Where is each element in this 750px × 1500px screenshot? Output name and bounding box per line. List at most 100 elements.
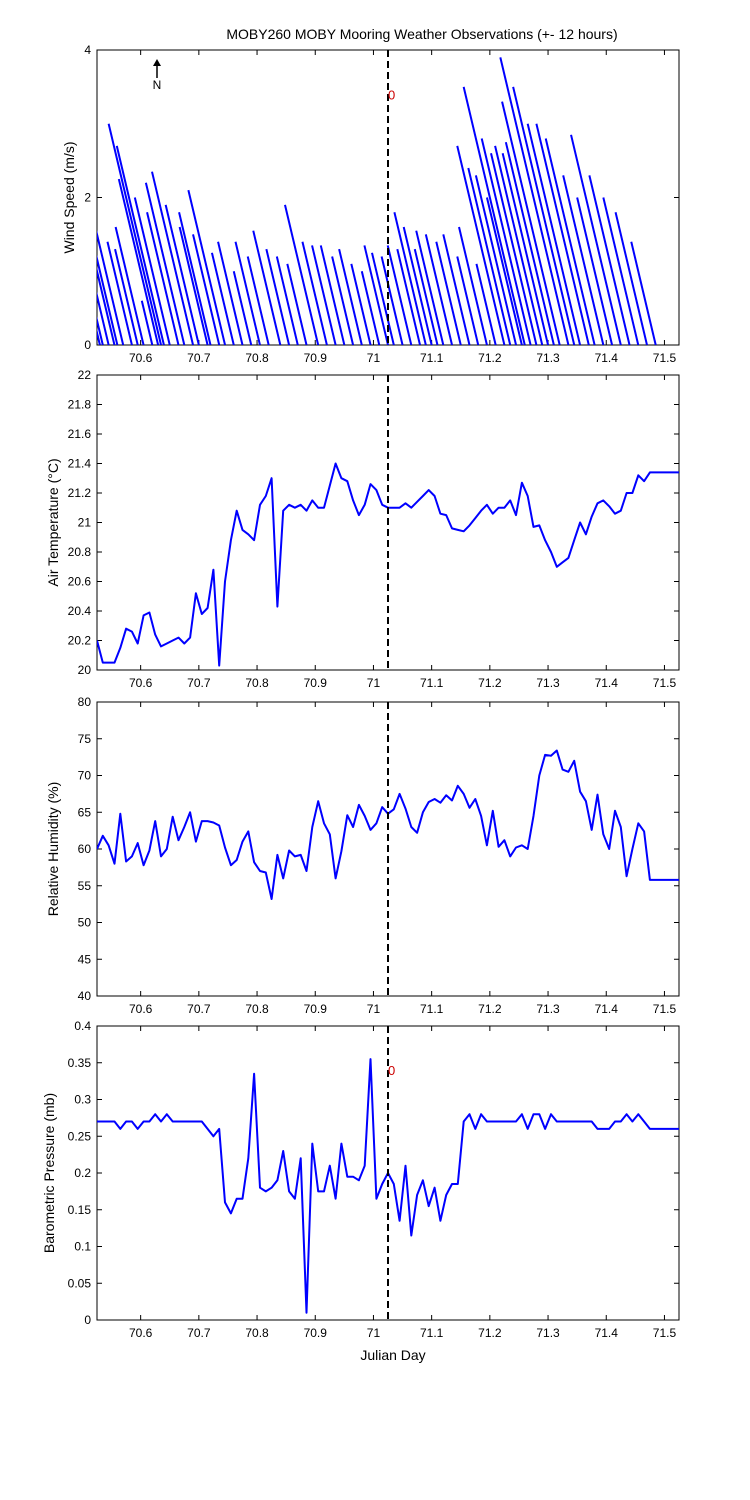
wind-vector-stick [97,230,125,345]
wind-speed-y-axis-label: Wind Speed (m/s) [61,141,77,253]
barometric-pressure-x-tick-label: 70.8 [245,1326,269,1340]
wind-vector-stick [210,252,235,345]
barometric-pressure-y-tick-label: 0.4 [74,1019,91,1033]
wind-vector-stick [494,145,544,345]
x-axis-label: Julian Day [360,1347,425,1363]
air-temperature-y-tick-label: 20 [78,663,92,677]
relative-humidity-y-tick-label: 60 [78,842,92,856]
air-temperature-x-tick-label: 71.3 [536,676,560,690]
relative-humidity-y-tick-label: 40 [78,989,92,1003]
panel-air-temperature: 70.6 70.7 70.8 70.9 71 71.1 71.2 71.3 71.4 71.5 20… [45,368,680,690]
wind-vector-stick [97,291,110,345]
wind-vector-stick [504,141,555,345]
panel-wind-speed: N 70.6 70.7 70.8 70.9 71 71.1 71.2 71.3 71.4 71.5… [61,43,680,365]
wind-speed-y-tick-label: 2 [84,191,91,205]
barometric-pressure-y-tick-label: 0.3 [74,1093,91,1107]
wind-vector-stick [614,212,648,345]
wind-vector-stick [232,271,253,345]
barometric-pressure-y-tick-label: 0.25 [68,1129,92,1143]
wind-speed-x-tick-label: 70.9 [304,351,328,365]
relative-humidity-y-tick-label: 80 [78,695,92,709]
air-temperature-y-tick-label: 20.8 [68,545,92,559]
air-temperature-y-tick-label: 21.8 [68,398,92,412]
wind-vector-stick [117,178,160,345]
barometric-pressure-y-tick-label: 0.35 [68,1056,92,1070]
air-temperature-y-tick-label: 21 [78,516,92,530]
wind-vector-stick [474,175,518,345]
relative-humidity-y-axis-label: Relative Humidity (%) [45,782,61,917]
wind-vector-stick [114,226,145,345]
wind-vector-stick [371,252,395,345]
wind-vector-stick [360,271,381,345]
wind-vector-stick [402,226,433,345]
wind-vector-stick [164,204,200,345]
wind-speed-x-tick-label: 70.6 [129,351,153,365]
barometric-pressure-x-tick-label: 71.4 [595,1326,619,1340]
relative-humidity-x-tick-label: 71.5 [653,1002,677,1016]
wind-vector-stick [458,226,488,345]
wind-vector-stick [415,230,445,345]
wind-vector-stick [275,256,299,345]
wind-vector-stick [456,256,480,345]
wind-speed-x-tick-label: 71.3 [536,351,560,365]
figure-title: MOBY260 MOBY Mooring Weather Observation… [226,26,617,42]
wind-vector-stick [265,248,291,345]
wind-vector-stick [442,234,471,345]
relative-humidity-x-tick-label: 70.6 [129,1002,153,1016]
air-temperature-x-tick-label: 71.2 [478,676,502,690]
barometric-pressure-x-tick-label: 70.7 [187,1326,211,1340]
wind-vector-stick [107,123,162,345]
air-temperature-y-tick-label: 21.2 [68,486,92,500]
wind-vector-stick [485,197,523,345]
air-temperature-x-tick-label: 71.5 [653,676,677,690]
wind-vector-stick [570,134,622,345]
air-temperature-y-tick-label: 20.6 [68,575,92,589]
wind-vector-stick [146,212,180,345]
barometric-pressure-x-tick-label: 71.1 [420,1326,444,1340]
relative-humidity-y-tick-label: 65 [78,805,92,819]
wind-vector-stick [456,145,506,345]
barometric-pressure-marker-label: 0 [388,1063,395,1078]
air-temperature-y-tick-label: 20.4 [68,604,92,618]
barometric-pressure-x-tick-label: 70.9 [304,1326,328,1340]
wind-speed-x-tick-label: 71.1 [420,351,444,365]
wind-vector-stick [97,254,119,345]
air-temperature-x-tick-label: 70.6 [129,676,153,690]
wind-vector-stick [133,197,171,345]
wind-vector-stick [286,263,308,345]
wind-speed-y-tick-label: 0 [84,338,91,352]
wind-vector-stick [490,153,538,345]
wind-vector-stick [246,256,270,345]
wind-vector-stick [178,212,212,345]
wind-speed-x-tick-label: 70.7 [187,351,211,365]
air-temperature-x-tick-label: 70.7 [187,676,211,690]
wind-speed-x-tick-label: 71.4 [595,351,619,365]
north-arrow-label: N [153,78,162,92]
wind-vector-stick [499,57,570,345]
wind-vector-stick [424,234,453,345]
wind-vector-stick [140,300,154,345]
relative-humidity-y-tick-label: 55 [78,879,92,893]
wind-vector-stick [311,245,337,345]
air-temperature-x-tick-label: 70.9 [304,676,328,690]
wind-vector-stick [588,175,631,345]
barometric-pressure-x-tick-label: 70.6 [129,1326,153,1340]
wind-vector-stick [435,241,462,345]
wind-speed-x-tick-label: 70.8 [245,351,269,365]
panel-barometric-pressure: 70.6 70.7 70.8 70.9 71 71.1 71.2 71.3 71.4 71.5 0 0… [41,1019,680,1340]
wind-vector-stick [363,245,389,345]
wind-vector-stick [106,241,133,345]
wind-vector-stick [252,230,282,345]
north-arrow-head [153,59,161,66]
air-temperature-x-tick-label: 71 [367,676,381,690]
wind-speed-data [97,57,657,345]
wind-vector-stick [114,248,139,345]
relative-humidity-x-tick-label: 70.9 [304,1002,328,1016]
wind-vector-stick [630,241,657,345]
wind-vector-stick [380,256,404,345]
barometric-pressure-x-tick-label: 71 [367,1326,381,1340]
air-temperature-y-tick-label: 20.2 [68,634,92,648]
wind-vector-stick [284,204,320,345]
barometric-pressure-y-tick-label: 0.15 [68,1203,92,1217]
